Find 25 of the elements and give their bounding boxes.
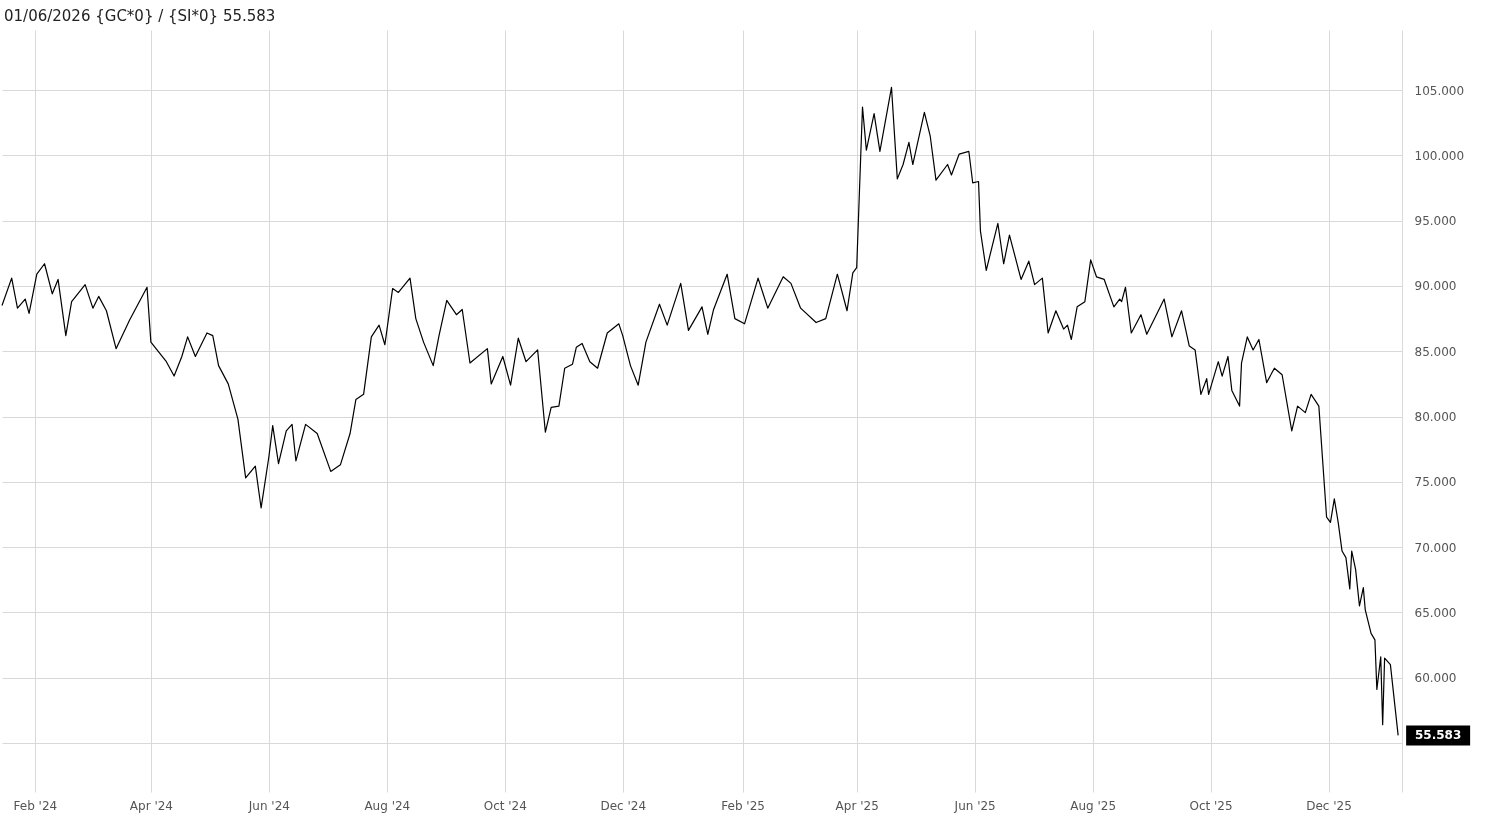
annotation: 55.583 bbox=[1414, 728, 1462, 743]
line-series bbox=[1, 86, 1399, 737]
y-tick-label: 95.000 bbox=[1414, 214, 1457, 229]
x-tick-label: Feb '24 bbox=[13, 798, 58, 813]
y-tick-label: 60.000 bbox=[1414, 671, 1457, 686]
y-tick-label: 90.000 bbox=[1414, 279, 1457, 294]
x-tick-label: Oct '24 bbox=[483, 798, 527, 813]
x-tick-label: Jun '25 bbox=[953, 798, 996, 813]
x-tick-label: Feb '25 bbox=[721, 798, 765, 813]
y-tick-label: 70.000 bbox=[1414, 540, 1457, 555]
x-tick-label: Aug '24 bbox=[364, 798, 411, 813]
x-tick-label: Dec '25 bbox=[1306, 798, 1352, 813]
x-tick-label: Jun '24 bbox=[247, 798, 290, 813]
y-tick-label: 105.000 bbox=[1414, 83, 1465, 98]
chart-title: 01/06/2026 {GC*0} / {SI*0} 55.583 bbox=[4, 7, 276, 25]
y-tick-label: 75.000 bbox=[1414, 475, 1457, 490]
y-tick-label: 65.000 bbox=[1414, 605, 1457, 620]
x-tick-label: Apr '24 bbox=[129, 798, 173, 813]
x-tick-label: Dec '24 bbox=[600, 798, 647, 813]
y-tick-label: 80.000 bbox=[1414, 410, 1457, 425]
y-tick-label: 100.000 bbox=[1414, 148, 1465, 163]
x-tick-label: Aug '25 bbox=[1070, 798, 1117, 813]
y-tick-label: 85.000 bbox=[1414, 344, 1457, 359]
x-tick-label: Apr '25 bbox=[835, 798, 879, 813]
x-tick-label: Oct '25 bbox=[1189, 798, 1233, 813]
